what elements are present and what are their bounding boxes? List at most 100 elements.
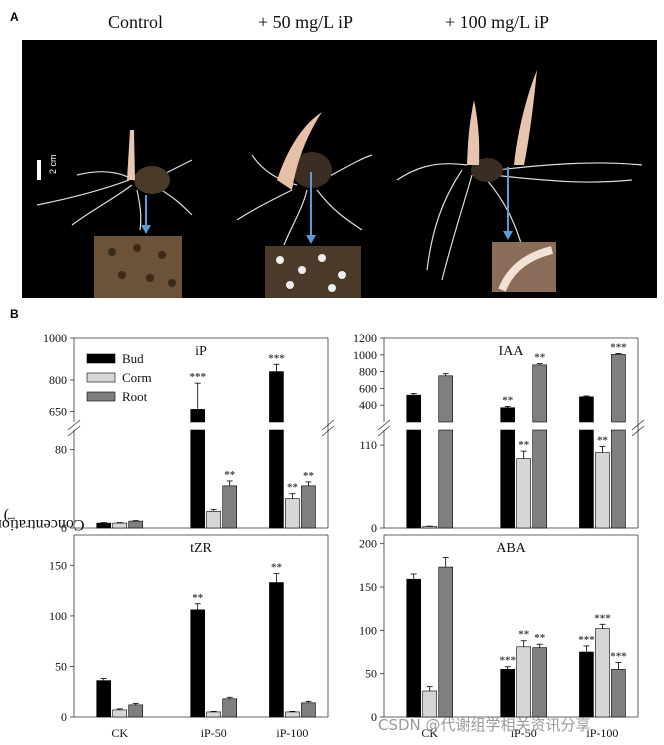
axis-break-mark: [67, 425, 81, 437]
ip100-bud-left: [467, 100, 480, 165]
y-tick-label: 100: [49, 609, 67, 623]
scale-bar-label: 2 cm: [48, 154, 58, 174]
y-tick-label: 100: [359, 623, 377, 637]
bar-root: [222, 485, 237, 529]
bar-bud-lower: [500, 429, 516, 529]
bar-corm: [206, 511, 221, 529]
bar-root: [532, 364, 548, 423]
significance-label: **: [518, 439, 530, 451]
axis-break-mark: [631, 425, 645, 437]
bar-root: [532, 647, 548, 718]
significance-label: ***: [499, 655, 516, 667]
control-bud: [127, 130, 135, 180]
bar-corm: [516, 458, 532, 529]
inset-ip50-corm: [265, 246, 361, 298]
bar-root: [611, 354, 626, 423]
bar-root: [611, 669, 626, 718]
x-tick-label: CK: [111, 726, 128, 740]
legend-label-root: Root: [122, 389, 148, 404]
legend-label-bud: Bud: [122, 351, 144, 366]
bar-bud: [579, 396, 594, 423]
bar-corm: [206, 711, 221, 718]
x-tick-label: iP-50: [201, 726, 227, 740]
bar-bud: [579, 651, 594, 718]
y-tick-label: 600: [359, 381, 377, 395]
bar-corm: [595, 628, 610, 718]
y-tick-label: 50: [55, 659, 67, 673]
significance-label: **: [192, 592, 204, 604]
seedling-photo-panel: 2 cm: [22, 40, 657, 298]
bar-bud-lower: [406, 429, 422, 529]
bar-root: [438, 566, 454, 718]
y-tick-label: 110: [359, 438, 377, 452]
bar-bud: [406, 394, 422, 423]
bar-root: [301, 702, 316, 718]
bar-corm: [422, 526, 438, 529]
x-tick-label: iP-100: [586, 726, 618, 740]
significance-label: ***: [189, 371, 206, 383]
chart-title: IAA: [499, 344, 525, 359]
ip100-seedling: [396, 162, 643, 281]
significance-label: ***: [578, 634, 595, 646]
axis-break-mark: [321, 419, 335, 431]
treatment-label-control: Control: [108, 12, 164, 32]
y-tick-label: 150: [359, 580, 377, 594]
bar-bud: [500, 407, 516, 423]
y-tick-label: 650: [49, 405, 67, 419]
significance-label: **: [271, 561, 283, 573]
significance-label: **: [502, 394, 514, 406]
bar-bud: [269, 582, 284, 718]
bar-bud-lower: [579, 429, 594, 529]
y-tick-label: 1000: [353, 348, 377, 362]
significance-label: **: [224, 469, 236, 481]
y-tick-label: 150: [49, 558, 67, 572]
ip50-corm: [292, 152, 332, 188]
y-tick-label: 0: [371, 521, 377, 535]
y-tick-label: 50: [365, 667, 377, 681]
bar-bud: [269, 371, 284, 423]
axis-break-mark: [377, 419, 391, 431]
ip100-bud-right: [514, 70, 537, 165]
y-tick-label: 800: [359, 365, 377, 379]
legend-swatch-bud: [86, 353, 116, 364]
bar-bud: [96, 680, 112, 718]
bar-corm: [112, 522, 128, 529]
y-tick-label: 400: [359, 398, 377, 412]
x-tick-label: iP-50: [511, 726, 537, 740]
bar-corm: [112, 709, 128, 718]
bar-corm: [285, 711, 300, 718]
bar-corm: [516, 646, 532, 718]
treatment-label-100: + 100 mg/L iP: [445, 12, 549, 32]
bar-root-lower: [532, 429, 548, 529]
bar-bud: [190, 609, 205, 718]
bar-root: [128, 704, 144, 718]
bar-bud: [406, 578, 422, 718]
y-tick-label: 80: [55, 443, 67, 457]
y-tick-label: 0: [371, 710, 377, 724]
watermark: CSDN @代谢组学相关资讯分享: [378, 716, 591, 734]
bar-bud-lower: [269, 429, 284, 529]
arrow-ip100: [503, 167, 513, 240]
legend-swatch-root: [86, 391, 116, 402]
significance-label: **: [597, 435, 609, 447]
legend-label-corm: Corm: [122, 370, 152, 385]
legend-swatch-corm: [86, 372, 116, 383]
bar-bud: [500, 669, 516, 718]
y-tick-label: 0: [61, 710, 67, 724]
scale-bar-line: [37, 160, 41, 180]
x-tick-label: CK: [421, 726, 438, 740]
chart-title: tZR: [190, 541, 212, 556]
bar-root-lower: [611, 429, 626, 529]
y-tick-label: 0: [61, 521, 67, 535]
inset-control-corm: [94, 236, 182, 298]
treatment-label-50: + 50 mg/L iP: [258, 12, 353, 32]
chart-title: iP: [195, 344, 207, 359]
y-tick-label: 1200: [353, 331, 377, 345]
significance-label: **: [518, 629, 530, 641]
axis-break-mark: [631, 419, 645, 431]
bar-root-lower: [438, 429, 454, 529]
bar-corm: [595, 452, 610, 529]
bar-root: [128, 520, 144, 529]
bar-root: [301, 485, 316, 529]
